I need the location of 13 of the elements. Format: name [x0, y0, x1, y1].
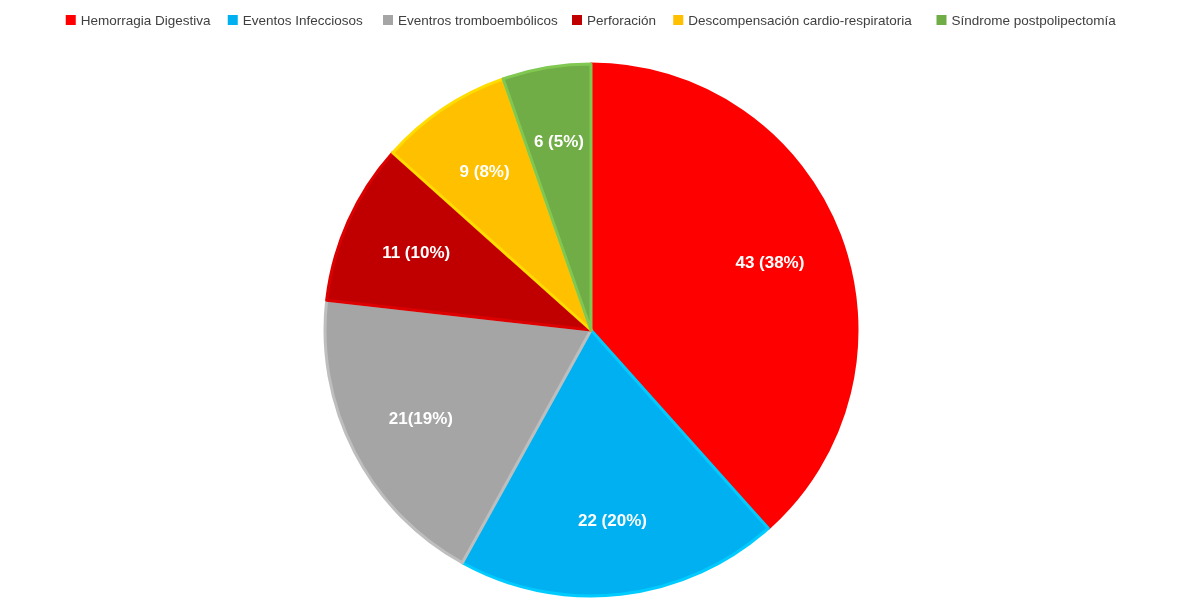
legend-label: Eventos Infecciosos [242, 12, 364, 28]
data-label: 6 (5%) [533, 132, 584, 152]
pie-slice [460, 328, 770, 598]
legend-label: Eventros tromboembólicos [398, 12, 559, 28]
data-label: 9 (8%) [459, 161, 510, 181]
legend-label: Descompensación cardio-respiratoria [688, 12, 913, 28]
legend-label: Síndrome postpolipectomía [951, 12, 1117, 28]
legend-label: Perforación [587, 12, 657, 28]
data-label: 21(19%) [388, 408, 453, 428]
legend-label: Hemorragia Digestiva [80, 12, 212, 28]
data-label: 43 (38%) [735, 252, 805, 272]
data-label: 22 (20%) [577, 511, 647, 531]
data-label: 11 (10%) [382, 242, 451, 262]
